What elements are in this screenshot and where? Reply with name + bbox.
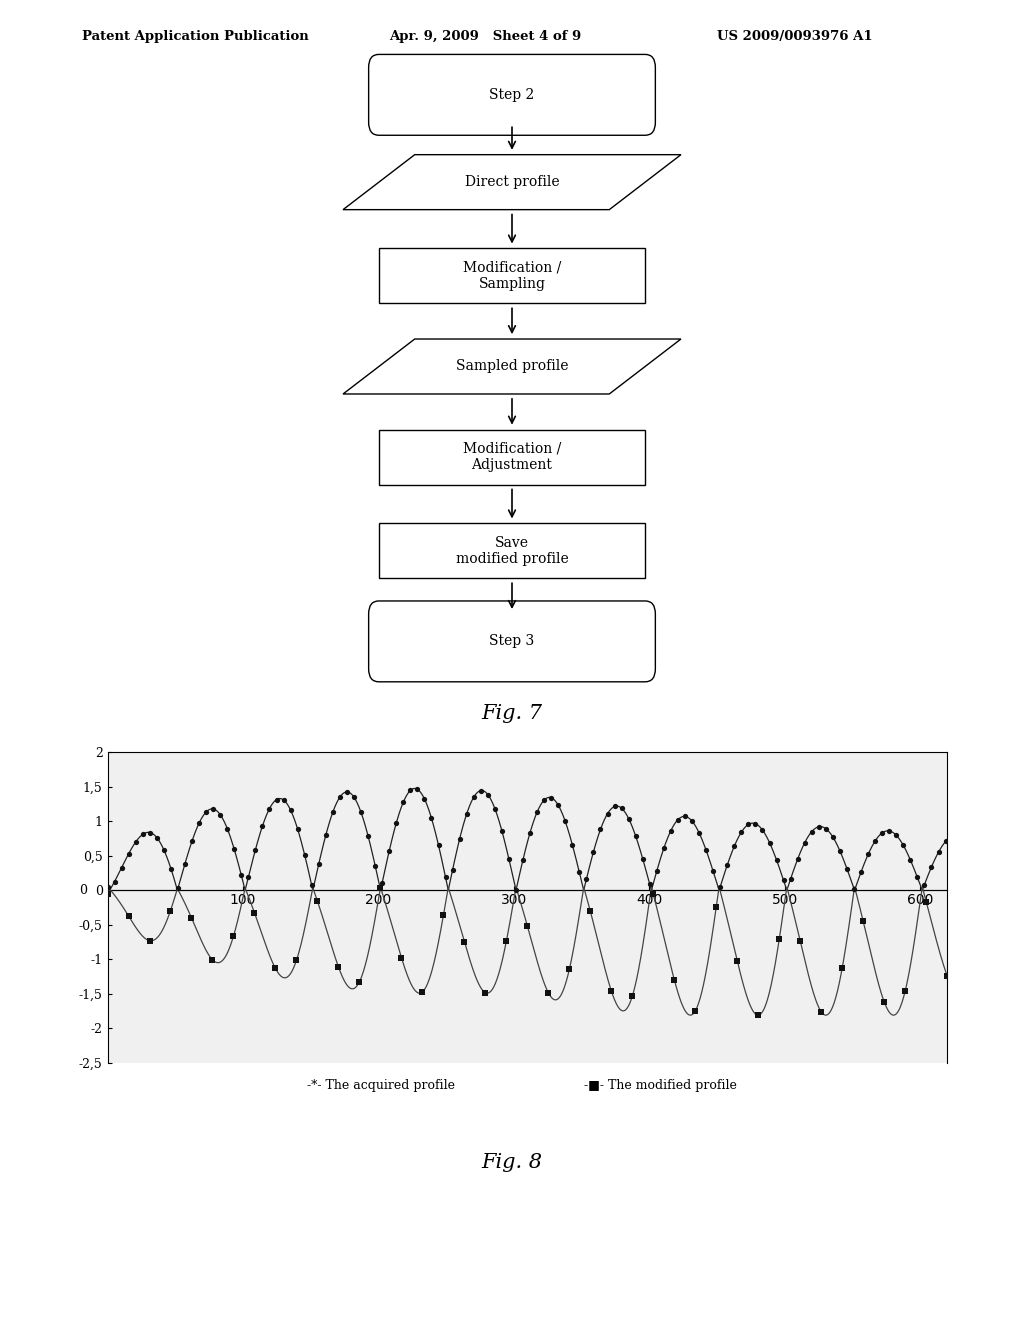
Text: US 2009/0093976 A1: US 2009/0093976 A1: [717, 30, 872, 44]
Text: 0: 0: [79, 884, 87, 896]
FancyBboxPatch shape: [369, 601, 655, 682]
Text: Modification /
Sampling: Modification / Sampling: [463, 261, 561, 290]
Text: Patent Application Publication: Patent Application Publication: [82, 30, 308, 44]
Text: Sampled profile: Sampled profile: [456, 359, 568, 374]
Bar: [379, 248, 645, 304]
Text: -■- The modified profile: -■- The modified profile: [584, 1078, 736, 1092]
Text: Modification /
Adjustment: Modification / Adjustment: [463, 442, 561, 473]
Text: -*- The acquired profile: -*- The acquired profile: [307, 1078, 456, 1092]
Text: Apr. 9, 2009   Sheet 4 of 9: Apr. 9, 2009 Sheet 4 of 9: [389, 30, 582, 44]
Polygon shape: [343, 339, 681, 393]
Text: Fig. 7: Fig. 7: [481, 705, 543, 723]
Bar: [379, 523, 645, 578]
Bar: [379, 429, 645, 484]
FancyBboxPatch shape: [369, 54, 655, 135]
Text: Fig. 8: Fig. 8: [481, 1154, 543, 1172]
Polygon shape: [343, 154, 681, 210]
Text: Step 3: Step 3: [489, 635, 535, 648]
Text: Step 2: Step 2: [489, 88, 535, 102]
Text: Direct profile: Direct profile: [465, 176, 559, 189]
Text: Save
modified profile: Save modified profile: [456, 536, 568, 566]
